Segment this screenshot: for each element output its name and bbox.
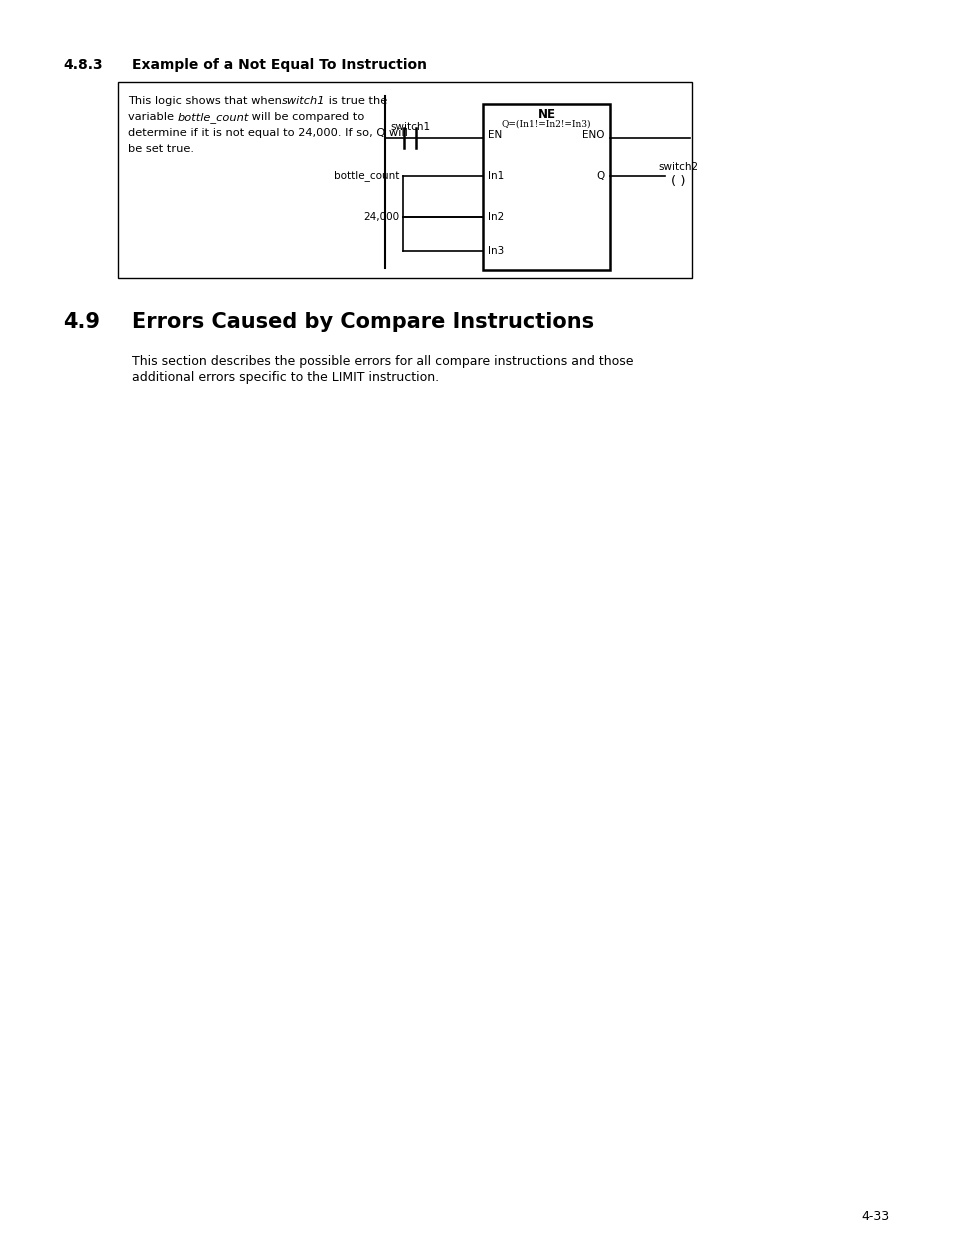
Text: Q: Q (597, 170, 604, 182)
Text: be set true.: be set true. (128, 144, 193, 154)
Text: 4-33: 4-33 (861, 1210, 889, 1223)
Text: will be compared to: will be compared to (248, 112, 364, 122)
Text: bottle_count: bottle_count (334, 170, 398, 182)
Text: This logic shows that when: This logic shows that when (128, 96, 285, 106)
Bar (118, 82, 691, 278)
Text: determine if it is not equal to 24,000. If so, Q will: determine if it is not equal to 24,000. … (128, 128, 408, 138)
Text: EN: EN (488, 130, 501, 140)
Text: Example of a Not Equal To Instruction: Example of a Not Equal To Instruction (132, 58, 427, 72)
Text: 24,000: 24,000 (362, 212, 398, 222)
Text: switch1: switch1 (390, 122, 430, 132)
Text: variable: variable (128, 112, 177, 122)
Text: In2: In2 (488, 212, 504, 222)
Text: bottle_count: bottle_count (178, 112, 249, 124)
Text: In1: In1 (488, 170, 504, 182)
Text: Q=(In1!=In2!=In3): Q=(In1!=In2!=In3) (501, 120, 591, 128)
Text: switch1: switch1 (282, 96, 325, 106)
Text: 4.8.3: 4.8.3 (63, 58, 103, 72)
Text: ( ): ( ) (670, 175, 684, 189)
Text: Errors Caused by Compare Instructions: Errors Caused by Compare Instructions (132, 312, 594, 332)
Text: switch2: switch2 (658, 162, 698, 172)
Text: NE: NE (537, 107, 555, 121)
Text: is true the: is true the (325, 96, 387, 106)
Text: In3: In3 (488, 246, 504, 256)
Text: ENO: ENO (582, 130, 604, 140)
Text: 4.9: 4.9 (63, 312, 100, 332)
Text: This section describes the possible errors for all compare instructions and thos: This section describes the possible erro… (132, 354, 633, 368)
Bar (482, 104, 609, 270)
Text: additional errors specific to the LIMIT instruction.: additional errors specific to the LIMIT … (132, 370, 438, 384)
